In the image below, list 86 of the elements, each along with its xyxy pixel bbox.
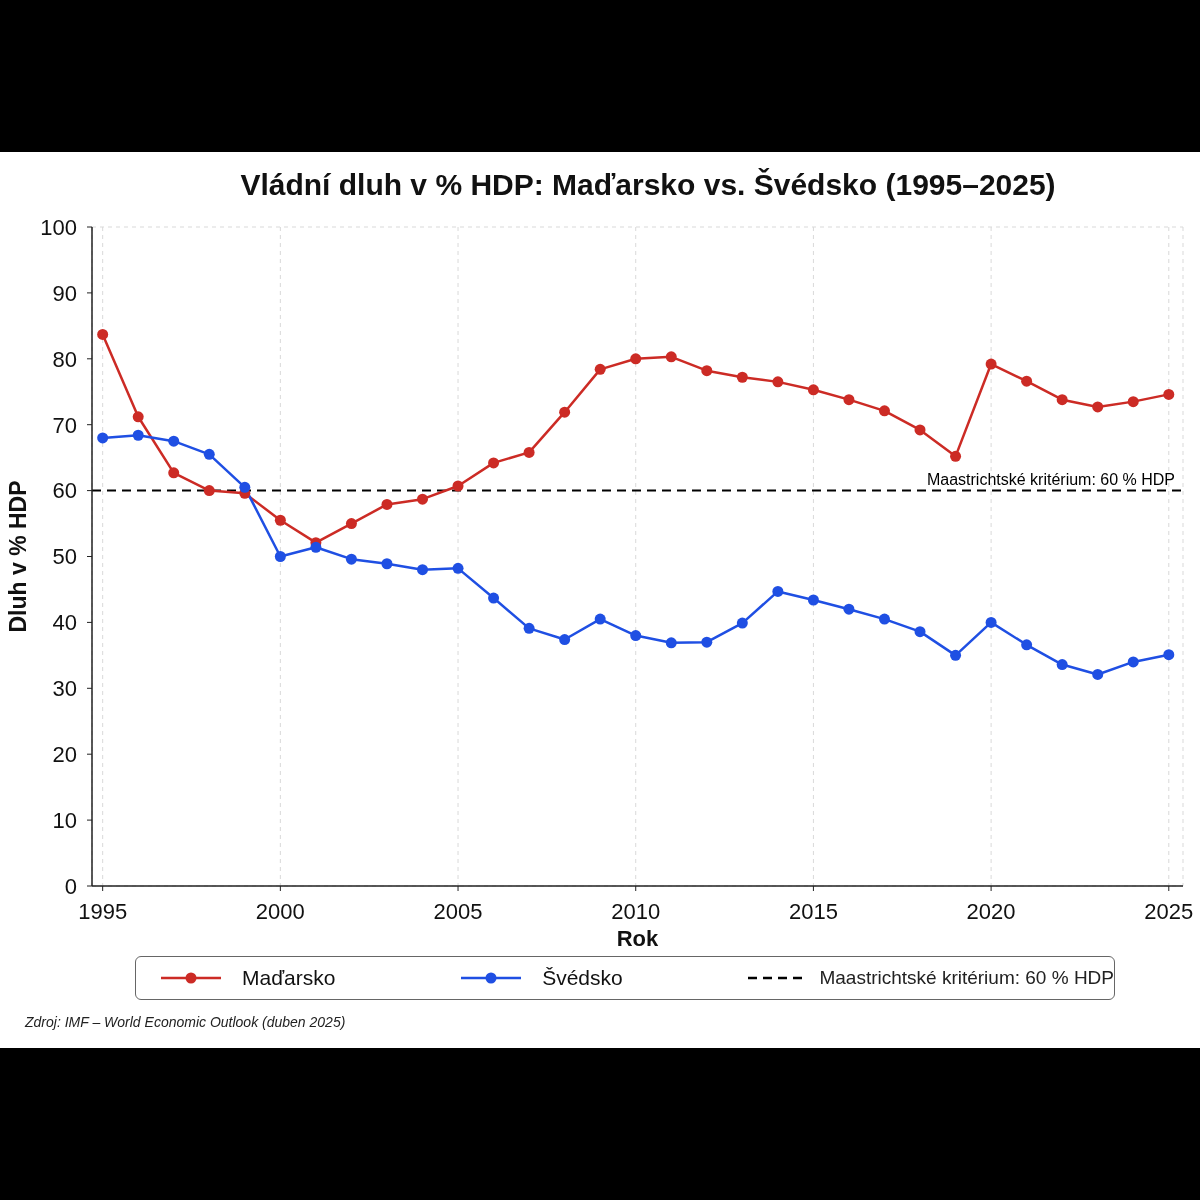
x-tick-label: 2000 <box>255 898 305 924</box>
point <box>843 394 855 406</box>
point <box>132 411 144 423</box>
point <box>594 613 606 625</box>
x-tick-label: 2015 <box>788 898 838 924</box>
legend-label: Švédsko <box>542 966 623 990</box>
point <box>1092 401 1104 413</box>
point <box>736 371 748 383</box>
point <box>914 424 926 436</box>
point <box>985 616 997 628</box>
point <box>630 630 642 642</box>
text: Maastrichtské kritérium: 60 % HDP <box>819 967 1114 988</box>
point <box>452 480 464 492</box>
point <box>417 564 428 576</box>
point <box>345 553 357 565</box>
point <box>274 514 286 526</box>
point <box>1021 375 1033 387</box>
point <box>203 448 215 460</box>
point <box>772 376 784 388</box>
y-tick-label: 90 <box>52 280 77 306</box>
point <box>97 432 109 444</box>
point <box>665 351 677 363</box>
x-tick-label: 2020 <box>966 898 1016 924</box>
point <box>1127 656 1139 668</box>
point <box>274 551 286 562</box>
point <box>97 328 109 340</box>
point <box>168 467 180 479</box>
y-tick-label: 80 <box>52 346 77 372</box>
point <box>807 384 819 396</box>
point <box>736 617 748 629</box>
point <box>630 353 642 365</box>
point <box>985 358 997 370</box>
y-tick-label: 10 <box>52 807 77 833</box>
y-axis-title: Dluh v % HDP <box>5 480 31 633</box>
y-tick-label: 100 <box>40 214 77 240</box>
text: Zdroj: IMF – World Economic Outlook (duben 2025) <box>25 1014 346 1030</box>
point <box>950 450 962 462</box>
point <box>772 585 784 597</box>
x-tick-label: 2005 <box>433 898 483 924</box>
point <box>1127 396 1139 408</box>
point <box>1163 649 1175 661</box>
point <box>345 518 357 530</box>
point <box>559 634 571 646</box>
point <box>594 363 606 375</box>
point <box>878 405 890 417</box>
point <box>878 613 890 625</box>
x-axis-title: Rok <box>616 926 660 951</box>
point <box>701 365 713 377</box>
point <box>1021 639 1033 651</box>
y-tick-label: 70 <box>52 412 77 438</box>
y-tick-label: 60 <box>52 478 77 504</box>
y-tick-label: 50 <box>52 544 77 570</box>
x-tick-label: 2010 <box>611 898 661 924</box>
point <box>132 429 144 441</box>
y-tick-label: 30 <box>52 676 77 702</box>
point <box>1056 659 1068 671</box>
point <box>239 481 251 493</box>
point <box>523 622 535 634</box>
y-tick-label: 0 <box>64 873 77 899</box>
point <box>381 558 393 570</box>
point <box>168 435 180 447</box>
x-tick-label: 1995 <box>78 898 128 924</box>
ref-line-label: Maastrichtské kritérium: 60 % HDP <box>926 470 1175 488</box>
point <box>914 626 926 638</box>
point <box>523 446 535 458</box>
point <box>950 649 962 661</box>
x-tick-label: 2025 <box>1144 898 1194 924</box>
point <box>203 485 215 497</box>
point <box>1163 388 1175 400</box>
point <box>843 603 855 615</box>
legend-label: Maďarsko <box>242 966 336 990</box>
point <box>807 594 819 606</box>
chart-title: Vládní dluh v % HDP: Maďarsko vs. Švédsko (1995–2025) <box>239 167 1057 203</box>
point <box>559 406 571 418</box>
point <box>488 457 500 469</box>
point <box>701 636 713 648</box>
point <box>310 541 322 553</box>
y-tick-label: 40 <box>52 610 77 636</box>
y-tick-label: 20 <box>52 742 77 768</box>
point <box>1092 668 1104 680</box>
point <box>1056 394 1068 406</box>
point <box>665 637 677 649</box>
point <box>488 592 500 604</box>
point <box>381 498 393 510</box>
point <box>417 493 428 505</box>
point <box>452 562 464 574</box>
